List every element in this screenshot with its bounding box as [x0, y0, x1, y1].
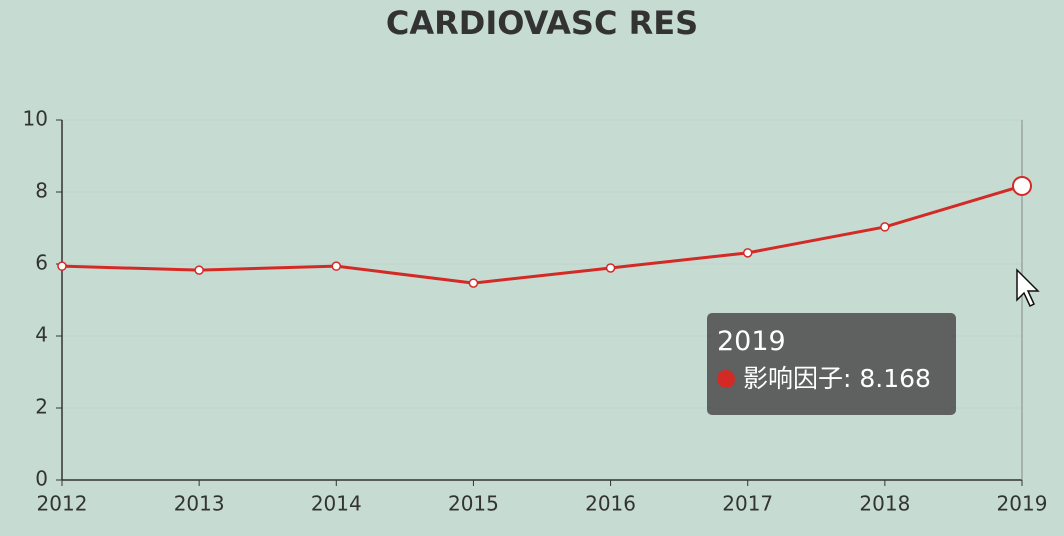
- point: [331, 261, 342, 271]
- y-tick-label: 8: [35, 179, 48, 203]
- point: [468, 278, 479, 288]
- y-tick-label: 2: [35, 395, 48, 419]
- point: [1012, 175, 1032, 196]
- chart-title: CARDIOVASC RES: [386, 4, 698, 42]
- x-tick-label: 2012: [37, 492, 88, 516]
- x-tick-label: 2019: [997, 492, 1048, 516]
- y-tick-label: 4: [35, 323, 48, 347]
- point: [880, 222, 890, 232]
- cursor: [1016, 268, 1040, 308]
- x-tick-label: 2015: [448, 492, 499, 516]
- x-tick-label: 2014: [311, 492, 362, 516]
- point: [605, 263, 616, 273]
- tooltip-row: 影响因子 8.168: [717, 359, 946, 399]
- tooltip-dot: [717, 370, 735, 388]
- x-tick-label: 2013: [174, 492, 225, 516]
- x-tick-label: 2017: [722, 492, 773, 516]
- line: [61, 184, 1023, 285]
- point: [194, 265, 204, 275]
- x-tick-label: 2018: [859, 492, 910, 516]
- point: [57, 261, 67, 271]
- tooltip-series-name: 影响因子: [743, 359, 859, 399]
- point: [742, 248, 753, 258]
- y-tick-label: 0: [35, 467, 48, 491]
- x-tick-label: 2016: [585, 492, 636, 516]
- tooltip-value: 8.168: [859, 364, 931, 393]
- tooltip: 2019 影响因子 8.168: [707, 313, 956, 415]
- tooltip-category: 2019: [717, 326, 786, 357]
- y-tick-label: 6: [35, 251, 48, 275]
- y-tick-label: 10: [23, 107, 48, 131]
